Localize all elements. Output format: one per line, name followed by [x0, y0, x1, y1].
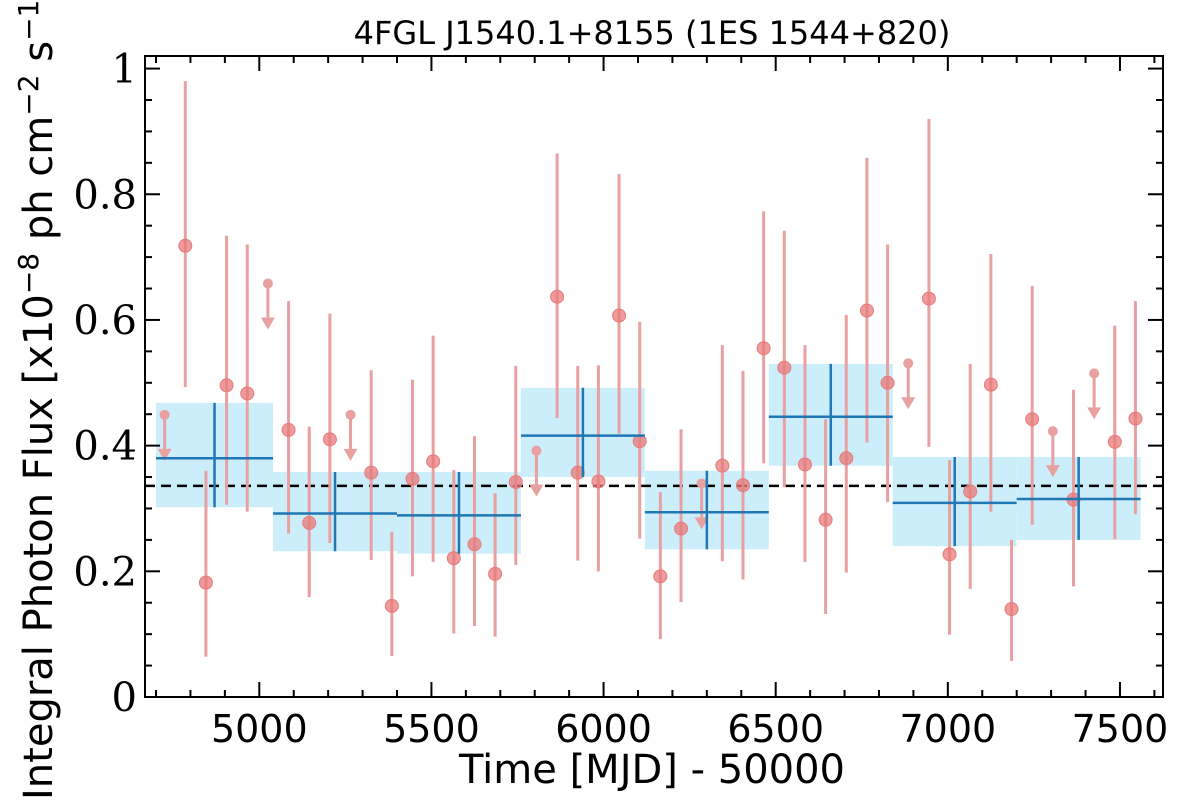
upper-limit-cap	[345, 409, 356, 420]
y-tick-label: 0.2	[73, 549, 137, 595]
y-axis-label-mid1: ph cm	[16, 116, 62, 253]
x-tick-labels: 5000 5500 6000 6500 7000 7500	[211, 707, 1168, 751]
data-point	[384, 598, 399, 613]
y-tick-labels: 0 0.2 0.4 0.6 0.8 1	[73, 47, 137, 721]
data-point	[735, 478, 750, 493]
upper-limit-cap	[1047, 426, 1058, 437]
upper-limits-layer	[157, 278, 1102, 530]
data-point	[570, 465, 585, 480]
data-point	[839, 451, 854, 466]
errorbars-layer	[183, 81, 1137, 662]
data-point	[1025, 412, 1040, 427]
y-axis-label-prefix: Integral Photon Flux [x10	[16, 294, 62, 800]
data-point	[963, 484, 978, 499]
x-tick-label: 6500	[727, 707, 824, 751]
data-point	[653, 569, 668, 584]
data-point	[405, 471, 420, 486]
y-axis-label-exp2: −2	[12, 74, 45, 115]
data-point	[921, 291, 936, 306]
data-point	[219, 378, 234, 393]
data-point	[550, 289, 565, 304]
data-point	[322, 432, 337, 447]
data-point	[674, 521, 689, 536]
data-point	[983, 377, 998, 392]
data-point	[281, 422, 296, 437]
chart-title: 4FGL J1540.1+8155 (1ES 1544+820)	[354, 14, 951, 52]
y-tick-label: 1	[112, 47, 137, 93]
data-point	[178, 238, 193, 253]
upper-limit-arrow	[260, 317, 275, 330]
data-point	[240, 386, 255, 401]
y-tick-label: 0.4	[73, 424, 137, 470]
upper-limit-cap	[262, 278, 273, 289]
upper-limit-arrow	[157, 448, 172, 461]
upper-limit-arrow	[1087, 407, 1102, 420]
y-axis-label: Integral Photon Flux [x10−8 ph cm−2 s−1]	[12, 0, 62, 800]
data-point	[1004, 602, 1019, 617]
x-tick-label: 6000	[555, 707, 652, 751]
upper-limit-cap	[531, 445, 542, 456]
long-bin-lines-layer	[156, 363, 1141, 554]
upper-limit-arrow	[343, 448, 358, 461]
data-point	[1128, 411, 1143, 426]
axis-ticks	[145, 56, 1163, 698]
upper-limit-arrow	[529, 484, 544, 497]
x-tick-label: 5000	[211, 707, 308, 751]
plot-frame	[144, 55, 1164, 698]
data-point	[426, 454, 441, 469]
upper-limit-cap	[159, 409, 170, 420]
data-point	[756, 341, 771, 356]
upper-limit-cap	[903, 358, 914, 369]
data-point	[364, 465, 379, 480]
data-point	[198, 575, 213, 590]
upper-limit-cap	[1089, 368, 1100, 379]
y-tick-label: 0.8	[73, 172, 137, 218]
upper-limit-arrow	[694, 517, 709, 530]
upper-limit-arrow	[901, 397, 916, 410]
upper-limit-arrow	[1045, 465, 1060, 478]
data-point	[1107, 434, 1122, 449]
y-axis-label-exp1: −8	[12, 253, 45, 294]
data-point	[591, 474, 606, 489]
data-point	[467, 537, 482, 552]
data-point	[302, 515, 317, 530]
y-tick-label: 0	[112, 675, 137, 721]
y-tick-label: 0.6	[73, 298, 137, 344]
data-point	[859, 303, 874, 318]
data-point	[818, 512, 833, 527]
data-point	[612, 308, 627, 323]
data-point	[715, 458, 730, 473]
data-point	[777, 360, 792, 375]
y-axis-label-exp3: −1	[12, 0, 45, 41]
data-point	[446, 551, 461, 566]
y-axis-label-mid2: s	[16, 41, 62, 75]
x-axis-label: Time [MJD] - 50000	[458, 747, 845, 793]
data-point	[880, 375, 895, 390]
data-point	[797, 457, 812, 472]
upper-limit-cap	[696, 478, 707, 489]
data-point	[488, 566, 503, 581]
x-tick-label: 7000	[899, 707, 996, 751]
data-point	[942, 547, 957, 562]
data-point	[508, 475, 523, 490]
x-tick-label: 7500	[1072, 707, 1169, 751]
x-tick-label: 5500	[383, 707, 480, 751]
